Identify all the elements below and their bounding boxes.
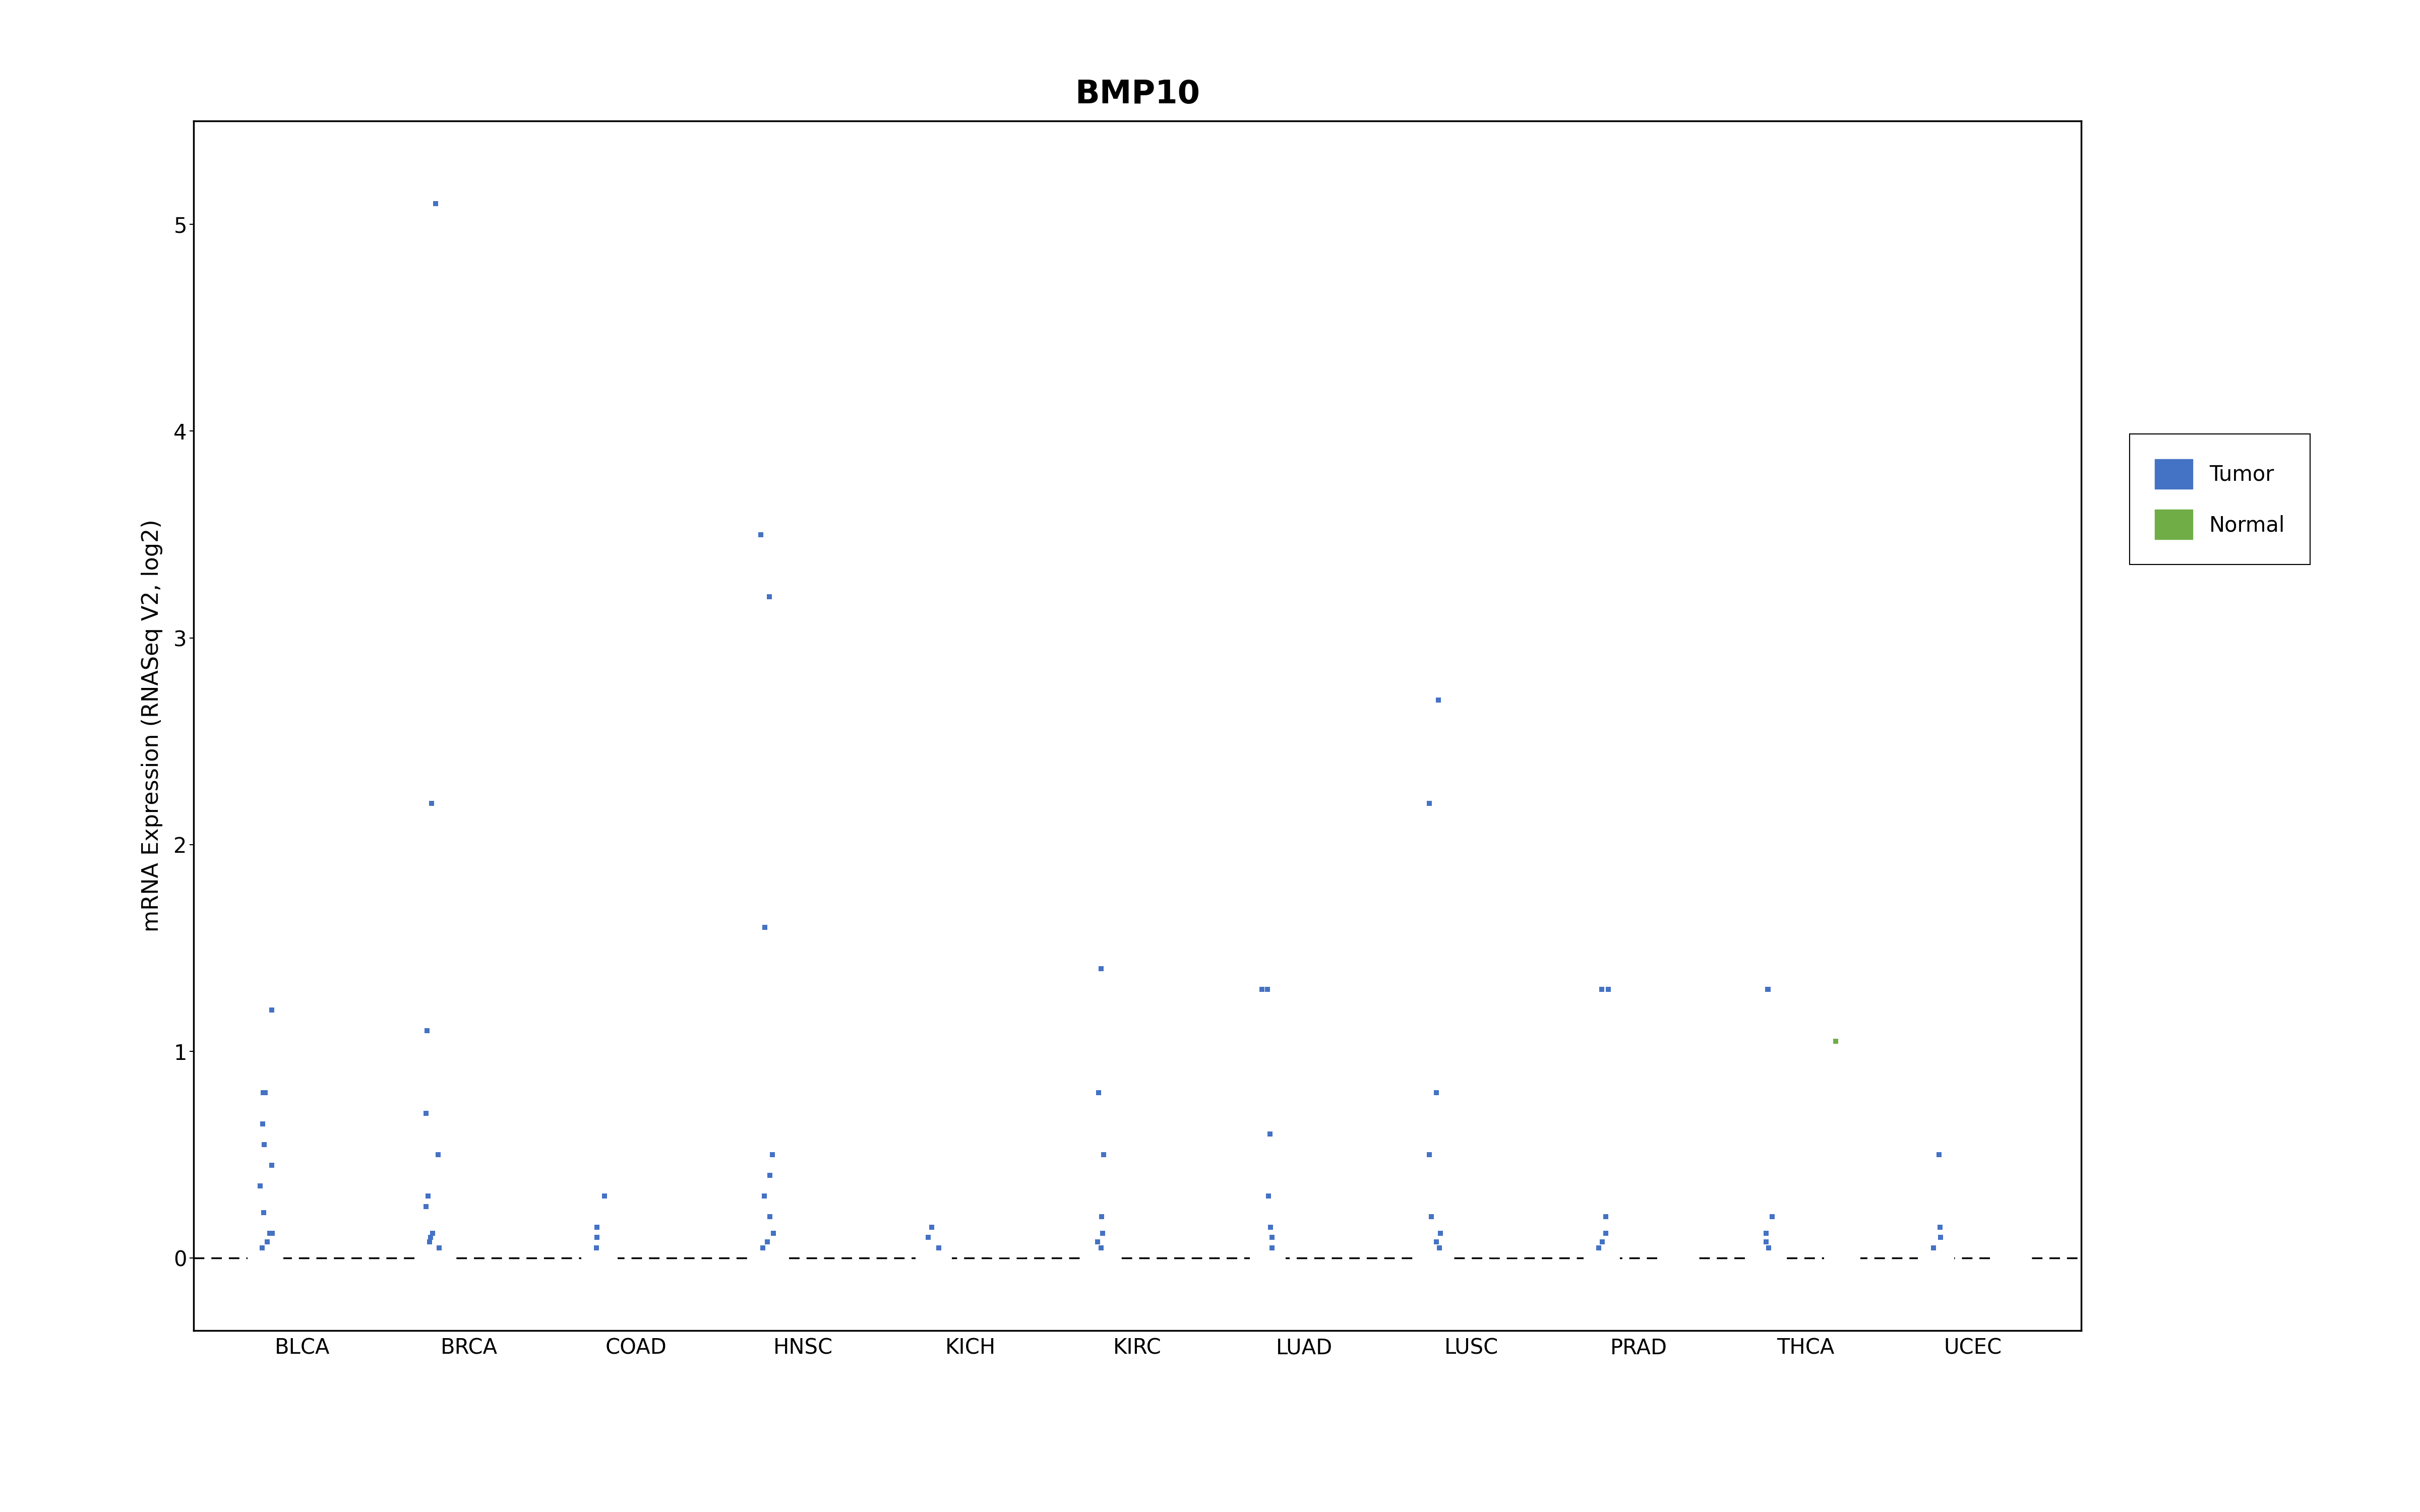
Point bbox=[244, 1132, 283, 1157]
Point bbox=[741, 523, 779, 547]
Point bbox=[409, 1019, 448, 1043]
Point bbox=[920, 1235, 958, 1259]
Point bbox=[1747, 977, 1786, 1001]
Point bbox=[1747, 1222, 1786, 1246]
Legend: Tumor, Normal: Tumor, Normal bbox=[2130, 434, 2311, 564]
Point bbox=[576, 1235, 615, 1259]
Point bbox=[416, 192, 455, 216]
Point bbox=[1750, 1235, 1788, 1259]
Point bbox=[247, 1081, 286, 1105]
Point bbox=[244, 1201, 283, 1225]
Point bbox=[750, 585, 789, 609]
Point bbox=[1249, 1184, 1287, 1208]
Point bbox=[1254, 1225, 1292, 1249]
Point bbox=[1750, 977, 1788, 1001]
Point bbox=[1079, 1229, 1118, 1253]
Point bbox=[586, 1184, 624, 1208]
Point bbox=[247, 1229, 286, 1253]
Point bbox=[1752, 1205, 1791, 1229]
Title: BMP10: BMP10 bbox=[1074, 79, 1200, 110]
Point bbox=[1817, 1030, 1856, 1054]
Point bbox=[1079, 1081, 1118, 1105]
Point bbox=[1921, 1225, 1960, 1249]
Point bbox=[745, 915, 784, 939]
Point bbox=[1921, 1216, 1960, 1240]
Point bbox=[1244, 977, 1283, 1001]
Point bbox=[750, 1205, 789, 1229]
Point bbox=[407, 1101, 445, 1125]
Point bbox=[411, 791, 450, 815]
Point bbox=[252, 1222, 290, 1246]
Point bbox=[1411, 1143, 1450, 1167]
Point bbox=[1249, 977, 1287, 1001]
Point bbox=[1082, 1235, 1120, 1259]
Point bbox=[1084, 1222, 1123, 1246]
Point bbox=[419, 1235, 457, 1259]
Point bbox=[244, 1081, 283, 1105]
Point bbox=[1914, 1235, 1953, 1259]
Point bbox=[240, 1173, 278, 1198]
Point bbox=[1585, 1205, 1624, 1229]
Point bbox=[1919, 1143, 1958, 1167]
Point bbox=[1588, 1222, 1626, 1246]
Point bbox=[748, 1229, 786, 1253]
Point bbox=[578, 1225, 617, 1249]
Point bbox=[1418, 1081, 1457, 1105]
Point bbox=[1082, 957, 1120, 981]
Point bbox=[1580, 1235, 1619, 1259]
Point bbox=[414, 1222, 453, 1246]
Point bbox=[242, 1235, 281, 1259]
Point bbox=[1411, 791, 1450, 815]
Point bbox=[743, 1235, 782, 1259]
Point bbox=[910, 1225, 949, 1249]
Point bbox=[407, 1194, 445, 1219]
Point bbox=[1418, 688, 1457, 712]
Point bbox=[1251, 1122, 1290, 1146]
Point bbox=[1421, 1235, 1459, 1259]
Point bbox=[244, 1111, 283, 1136]
Point bbox=[1421, 1222, 1459, 1246]
Point bbox=[750, 1163, 789, 1187]
Point bbox=[745, 1184, 784, 1208]
Point bbox=[252, 998, 290, 1022]
Point bbox=[411, 1229, 450, 1253]
Point bbox=[753, 1143, 791, 1167]
Point bbox=[419, 1143, 457, 1167]
Point bbox=[1590, 977, 1629, 1001]
Point bbox=[1082, 1205, 1120, 1229]
Point bbox=[578, 1216, 617, 1240]
Point bbox=[409, 1184, 448, 1208]
Point bbox=[1254, 1235, 1292, 1259]
Point bbox=[1583, 977, 1621, 1001]
Point bbox=[252, 1222, 290, 1246]
Point bbox=[755, 1222, 794, 1246]
Point bbox=[1583, 1229, 1621, 1253]
Point bbox=[252, 1154, 290, 1178]
Point bbox=[1413, 1205, 1452, 1229]
Point bbox=[1251, 1216, 1290, 1240]
Point bbox=[1416, 1229, 1454, 1253]
Point bbox=[411, 1225, 450, 1249]
Point bbox=[1084, 1143, 1123, 1167]
Point bbox=[912, 1216, 951, 1240]
Y-axis label: mRNA Expression (RNASeq V2, log2): mRNA Expression (RNASeq V2, log2) bbox=[140, 520, 162, 931]
Point bbox=[1747, 1229, 1786, 1253]
